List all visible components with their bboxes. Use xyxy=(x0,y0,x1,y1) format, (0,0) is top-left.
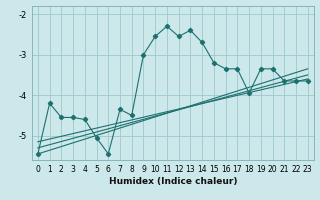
X-axis label: Humidex (Indice chaleur): Humidex (Indice chaleur) xyxy=(108,177,237,186)
